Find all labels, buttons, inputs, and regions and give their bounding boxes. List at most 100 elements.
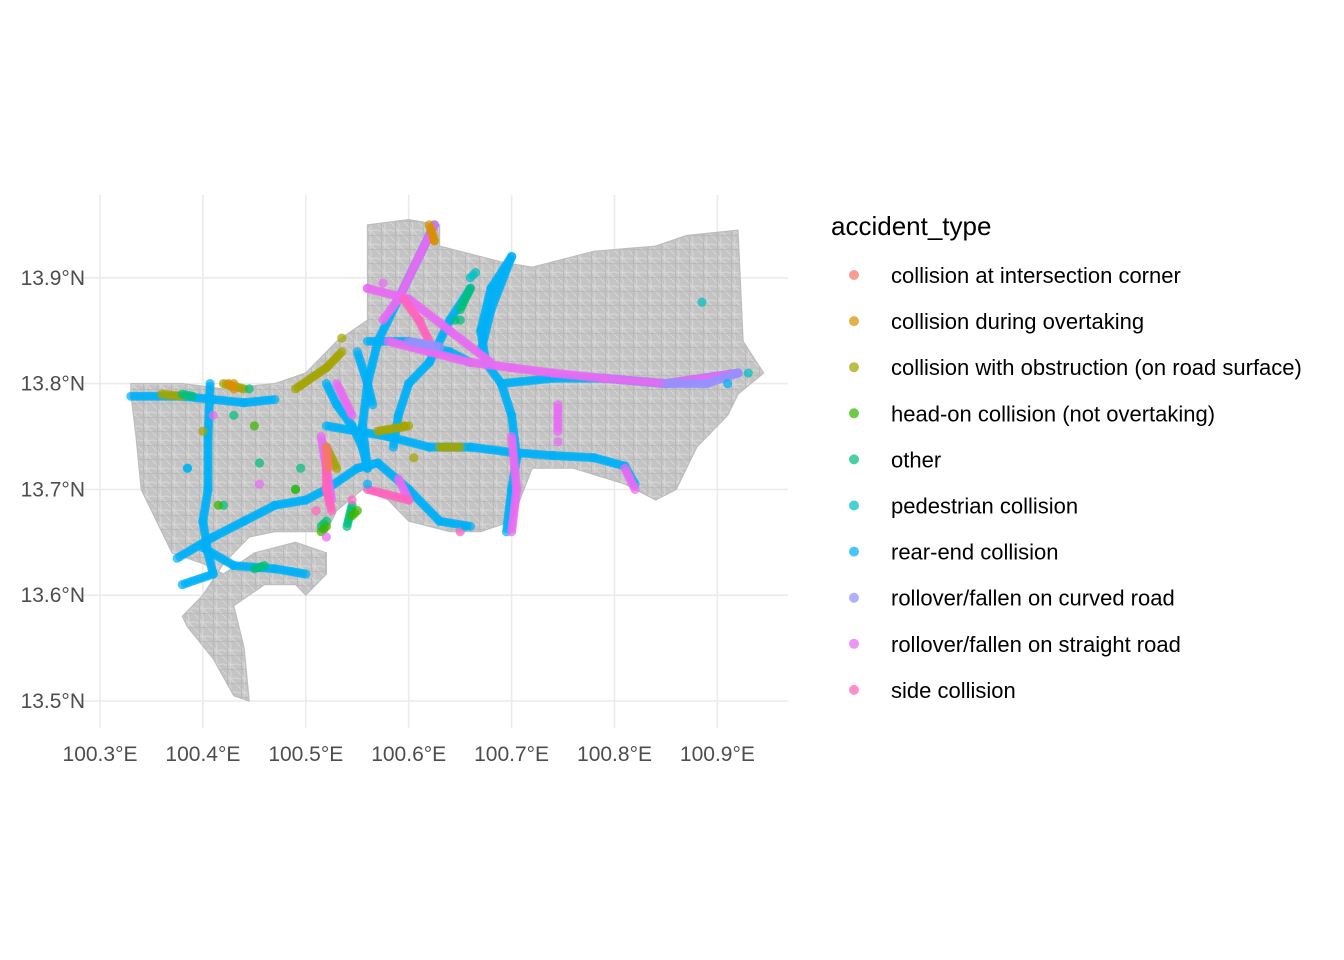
point-pedestrian-collision (471, 267, 481, 278)
legend-key (849, 684, 859, 695)
point-rollover-fallen-on-straight-road (553, 437, 563, 447)
legend-entry: side collision (849, 678, 1016, 703)
legend-entry: collision during overtaking (849, 309, 1144, 334)
point-collision-with-obstruction-on-road-surface- (198, 426, 208, 436)
point-rollover-fallen-on-straight-road (321, 532, 331, 542)
legend-key (849, 316, 859, 327)
point-rear-end-collision (177, 580, 187, 590)
x-tick-label: 100.9°E (680, 743, 755, 766)
road-network-basemap (130, 218, 765, 702)
point-rollover-fallen-on-straight-road (362, 283, 373, 293)
point-collision-with-obstruction-on-road-surface- (455, 442, 465, 452)
point-rear-end-collision (270, 394, 280, 405)
y-tick-label: 13.5°N (21, 690, 85, 713)
point-head-on-collision-not-overtaking- (213, 500, 223, 510)
legend-label: collision with obstruction (on road surf… (891, 355, 1302, 380)
y-axis-tick-labels: 13.5°N 13.6°N 13.7°N 13.8°N 13.9°N (21, 267, 85, 713)
legend-label: rear-end collision (891, 540, 1059, 565)
legend-label: other (891, 447, 941, 472)
point-rollover-fallen-on-straight-road (378, 278, 388, 288)
point-pedestrian-collision (743, 368, 753, 378)
point-side-collision (326, 506, 337, 516)
legend-entry: rear-end collision (849, 540, 1059, 565)
point-rollover-fallen-on-straight-road (347, 410, 357, 420)
legend-label: collision at intersection corner (891, 263, 1181, 288)
point-rear-end-collision (362, 463, 373, 473)
x-tick-label: 100.4°E (165, 743, 240, 766)
x-axis-tick-labels: 100.3°E 100.4°E 100.5°E 100.6°E 100.7°E 100.8… (63, 743, 755, 766)
legend-key (849, 270, 859, 280)
legend-entry: other (849, 447, 941, 472)
point-rollover-fallen-on-straight-road (507, 527, 517, 537)
legend-entry: collision at intersection corner (849, 263, 1181, 288)
legend-key (849, 362, 859, 373)
point-rear-end-collision (368, 400, 378, 410)
point-collision-with-obstruction-on-road-surface- (332, 463, 342, 473)
point-side-collision (311, 506, 321, 516)
point-side-collision (347, 495, 357, 505)
legend-entry: collision with obstruction (on road surf… (849, 355, 1302, 380)
point-collision-during-overtaking (229, 379, 239, 389)
point-collision-with-obstruction-on-road-surface- (337, 347, 347, 357)
road-network-region (130, 218, 765, 702)
legend-label: head-on collision (not overtaking) (891, 401, 1215, 426)
point-other (229, 410, 239, 420)
legend: accident_type collision at intersection … (831, 211, 1302, 703)
point-rollover-fallen-on-straight-road (208, 410, 218, 420)
legend-entry: head-on collision (not overtaking) (849, 401, 1215, 426)
point-rear-end-collision (362, 479, 373, 489)
legend-label: pedestrian collision (891, 494, 1078, 519)
point-rear-end-collision (182, 463, 193, 473)
point-head-on-collision-not-overtaking- (249, 421, 259, 431)
legend-entry: pedestrian collision (849, 494, 1078, 519)
legend-key (849, 592, 859, 603)
y-tick-label: 13.8°N (21, 373, 85, 396)
point-rollover-fallen-on-straight-road (486, 357, 496, 367)
point-head-on-collision-not-overtaking- (321, 521, 331, 532)
y-tick-label: 13.9°N (21, 267, 85, 290)
y-tick-label: 13.6°N (21, 584, 85, 607)
y-tick-label: 13.7°N (21, 478, 85, 501)
point-other (254, 458, 265, 468)
point-rollover-fallen-on-curved-road (435, 342, 445, 352)
legend-key (849, 546, 859, 557)
point-rollover-fallen-on-curved-road (733, 368, 743, 378)
point-rear-end-collision (460, 521, 470, 532)
x-tick-label: 100.6°E (371, 743, 446, 766)
legend-key (849, 454, 859, 465)
point-collision-at-intersection-corner (323, 463, 333, 473)
x-tick-label: 100.3°E (63, 743, 138, 766)
point-other (260, 561, 270, 571)
point-collision-with-obstruction-on-road-surface- (337, 333, 347, 343)
x-tick-label: 100.7°E (474, 743, 549, 766)
point-collision-during-overtaking (429, 236, 439, 246)
legend-entry: rollover/fallen on curved road (849, 586, 1175, 611)
point-collision-with-obstruction-on-road-surface- (409, 453, 419, 463)
point-other (465, 283, 475, 293)
legend-key (849, 500, 859, 511)
legend-label: side collision (891, 678, 1016, 703)
legend-label: collision during overtaking (891, 309, 1144, 334)
legend-key (849, 408, 859, 419)
x-tick-label: 100.5°E (268, 743, 343, 766)
point-pedestrian-collision (697, 297, 707, 307)
point-other (244, 384, 254, 394)
point-other (455, 315, 465, 325)
legend-key (849, 638, 859, 649)
point-side-collision (404, 495, 414, 505)
point-rollover-fallen-on-straight-road (630, 484, 640, 494)
point-rear-end-collision (388, 442, 398, 452)
point-rollover-fallen-on-straight-road (254, 479, 265, 489)
point-other (188, 391, 198, 401)
legend-label: rollover/fallen on straight road (891, 632, 1181, 657)
point-rollover-fallen-on-straight-road (378, 315, 388, 325)
point-head-on-collision-not-overtaking- (290, 484, 301, 494)
point-rear-end-collision (723, 379, 733, 389)
accident-points (126, 220, 753, 590)
legend-label: rollover/fallen on curved road (891, 586, 1175, 611)
point-rear-end-collision (301, 569, 311, 579)
x-tick-label: 100.8°E (577, 743, 652, 766)
point-other (296, 463, 306, 473)
legend-title: accident_type (831, 211, 991, 241)
